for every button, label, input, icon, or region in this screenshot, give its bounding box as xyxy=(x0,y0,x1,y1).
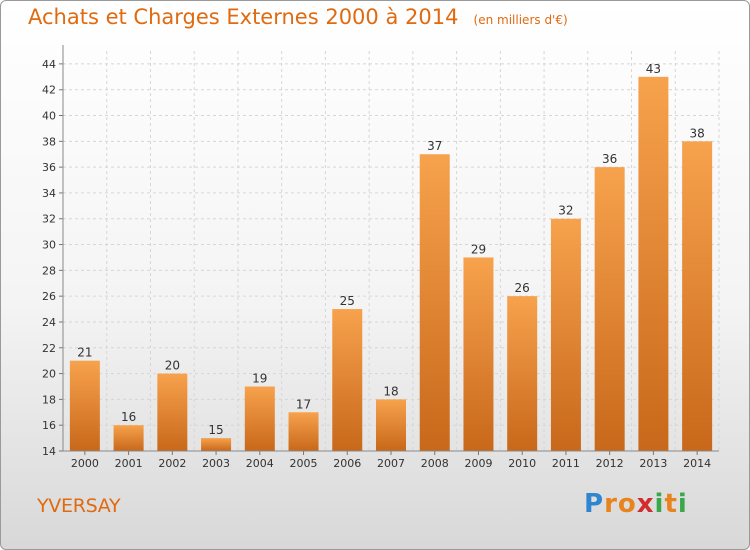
x-tick-label-2010: 2010 xyxy=(508,457,536,470)
x-tick-label-2002: 2002 xyxy=(158,457,186,470)
value-label-2014: 38 xyxy=(689,126,704,140)
value-label-2004: 19 xyxy=(252,371,267,385)
bar-2006 xyxy=(332,309,363,451)
x-tick-label-2006: 2006 xyxy=(333,457,361,470)
x-tick-label-2001: 2001 xyxy=(115,457,143,470)
y-tick-label: 20 xyxy=(42,368,56,381)
x-tick-label-2004: 2004 xyxy=(246,457,274,470)
bar-2010 xyxy=(507,296,538,451)
axes xyxy=(59,45,719,455)
value-label-2009: 29 xyxy=(471,242,486,256)
value-label-2006: 25 xyxy=(340,294,355,308)
x-tick-label-2003: 2003 xyxy=(202,457,230,470)
logo-letter: P xyxy=(584,489,605,519)
bar-2014 xyxy=(682,141,713,452)
value-label-2000: 21 xyxy=(77,346,92,360)
bar-2001 xyxy=(113,425,144,451)
y-tick-label: 34 xyxy=(42,187,56,200)
logo-letter: i xyxy=(654,489,665,519)
bar-2009 xyxy=(463,257,494,451)
value-label-2011: 32 xyxy=(558,204,573,218)
logo-letter: i xyxy=(677,489,688,519)
bar-2007 xyxy=(376,399,406,451)
y-tick-label: 28 xyxy=(42,264,56,277)
bar-2012 xyxy=(594,167,625,451)
y-tick-label: 30 xyxy=(42,239,56,252)
value-label-2007: 18 xyxy=(383,384,398,398)
value-label-2012: 36 xyxy=(602,152,617,166)
bar-2013 xyxy=(638,76,669,451)
y-tick-label: 42 xyxy=(42,84,56,97)
x-tick-label-2008: 2008 xyxy=(421,457,449,470)
y-tick-label: 24 xyxy=(42,316,56,329)
value-label-2008: 37 xyxy=(427,139,442,153)
value-label-2001: 16 xyxy=(121,410,136,424)
value-label-2003: 15 xyxy=(208,423,223,437)
logo-letter: r xyxy=(604,489,618,519)
title-row: Achats et Charges Externes 2000 à 2014 (… xyxy=(28,5,568,29)
x-tick-label-2005: 2005 xyxy=(290,457,318,470)
chart-title: Achats et Charges Externes 2000 à 2014 xyxy=(28,5,459,29)
value-label-2010: 26 xyxy=(515,281,530,295)
x-tick-label-2012: 2012 xyxy=(596,457,624,470)
town-name: YVERSAY xyxy=(37,495,121,517)
y-tick-label: 14 xyxy=(42,445,56,458)
bar-2011 xyxy=(550,218,581,451)
y-tick-label: 40 xyxy=(42,110,56,123)
value-label-2013: 43 xyxy=(646,62,661,76)
logo-letter: t xyxy=(664,489,678,519)
proxiti-logo: Proxiti xyxy=(584,489,688,519)
y-tick-label: 26 xyxy=(42,290,56,303)
x-tick-label-2011: 2011 xyxy=(552,457,580,470)
bar-2004 xyxy=(244,386,275,451)
value-label-2005: 17 xyxy=(296,397,311,411)
value-label-2002: 20 xyxy=(165,359,180,373)
chart-subtitle: (en milliers d'€) xyxy=(473,13,568,27)
bar-2000 xyxy=(69,360,100,451)
x-tick-label-2007: 2007 xyxy=(377,457,405,470)
bar-2005 xyxy=(288,412,319,451)
logo-letter: x xyxy=(636,489,655,519)
x-tick-label-2000: 2000 xyxy=(71,457,99,470)
x-tick-label-2013: 2013 xyxy=(639,457,667,470)
x-tick-label-2014: 2014 xyxy=(683,457,711,470)
y-tick-label: 38 xyxy=(42,135,56,148)
x-tick-label-2009: 2009 xyxy=(464,457,492,470)
bar-2003 xyxy=(201,438,232,451)
logo-letter: o xyxy=(617,489,637,519)
y-tick-label: 22 xyxy=(42,342,56,355)
y-tick-label: 44 xyxy=(42,58,56,71)
y-tick-label: 16 xyxy=(42,419,56,432)
y-tick-label: 32 xyxy=(42,213,56,226)
y-tick-label: 18 xyxy=(42,393,56,406)
bar-2008 xyxy=(419,154,450,451)
labels: 14 16 18 20 22 24 26 28 30 32 34 36 38 40 42 44 21 2000 16… xyxy=(42,58,711,470)
bars xyxy=(69,76,713,452)
bar-2002 xyxy=(157,373,188,451)
y-tick-label: 36 xyxy=(42,161,56,174)
